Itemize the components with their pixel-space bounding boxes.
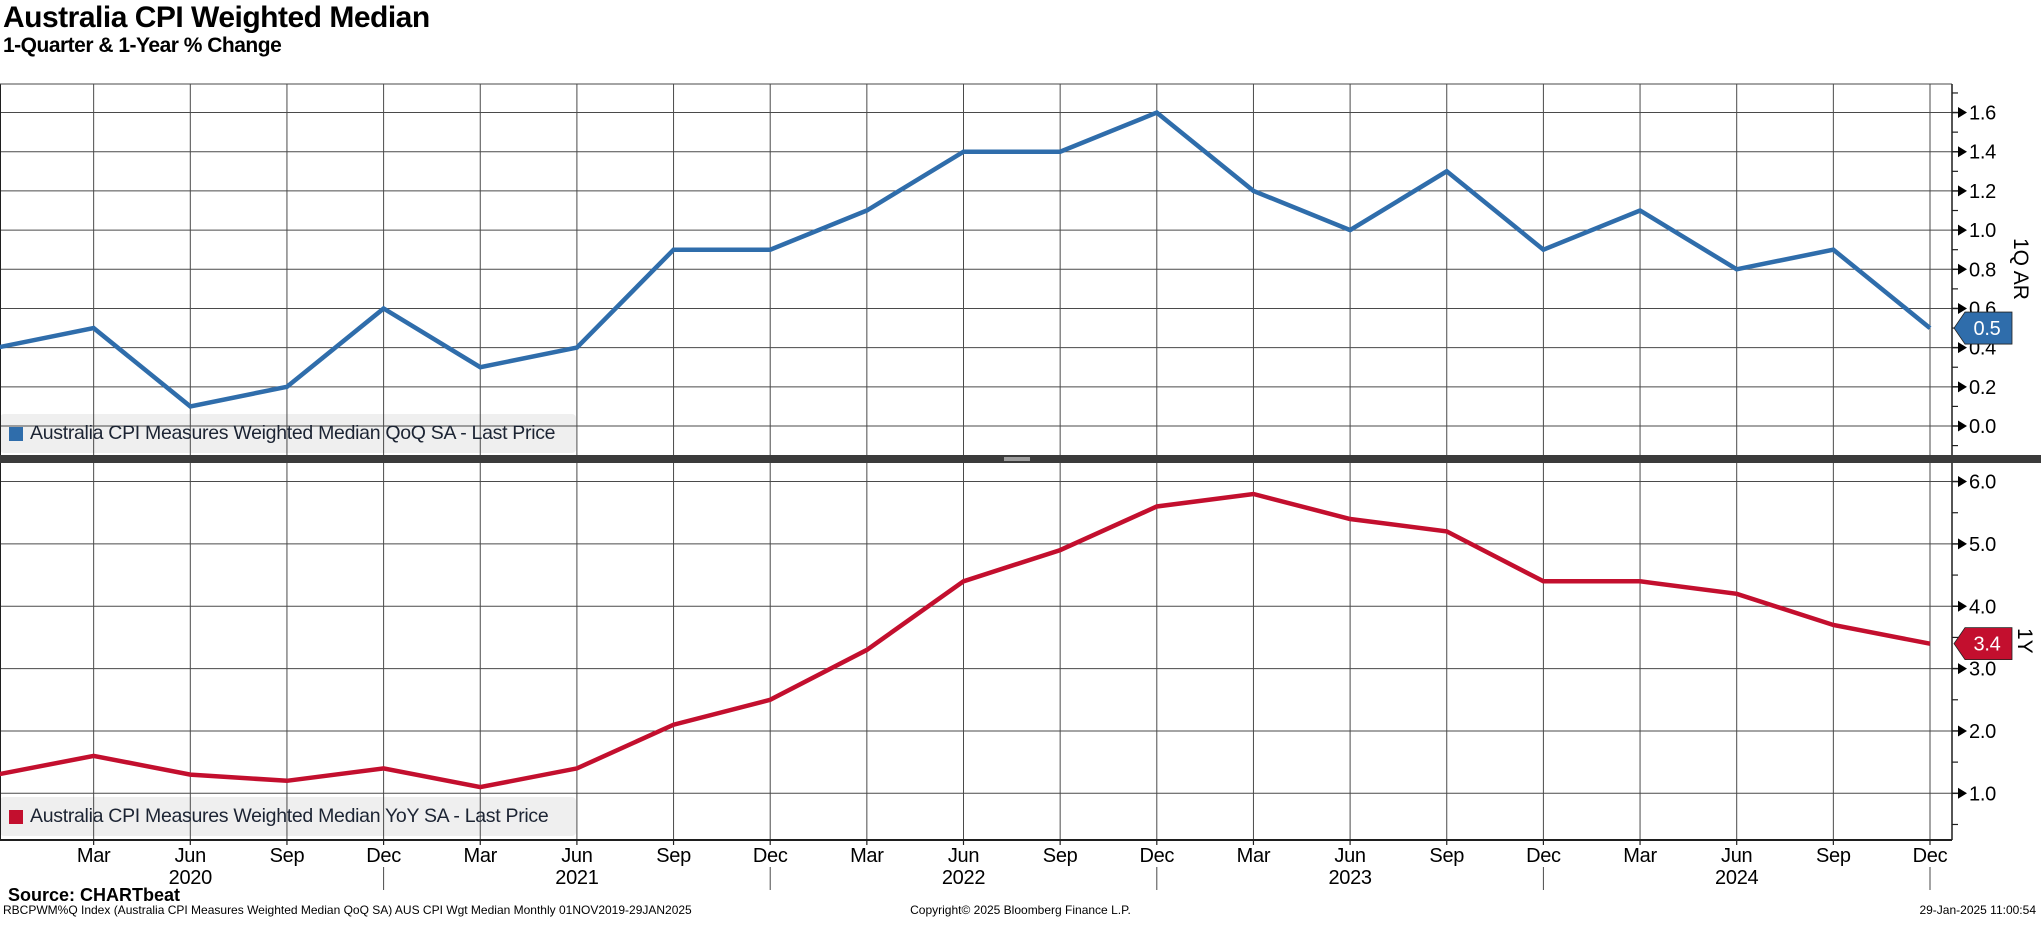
y-tick-label: 3.0	[1969, 659, 1996, 681]
y-tick-arrow-icon	[1958, 342, 1967, 354]
x-tick-label: Jun	[1334, 845, 1365, 867]
x-tick-label: Dec	[1139, 845, 1174, 867]
legend-label-qoq: Australia CPI Measures Weighted Median Q…	[30, 422, 556, 444]
y-tick-label: 2.0	[1969, 721, 1996, 743]
y-tick-label: 1.4	[1969, 142, 1996, 164]
y-tick-arrow-icon	[1958, 600, 1967, 612]
x-year-label: 2020	[169, 867, 212, 889]
x-tick-label: Dec	[366, 845, 401, 867]
y-tick-arrow-icon	[1958, 185, 1967, 197]
y-tick-label: 1.6	[1969, 103, 1996, 125]
legend-yoy[interactable]: Australia CPI Measures Weighted Median Y…	[0, 797, 549, 836]
y-tick-label: 1.0	[1969, 220, 1996, 242]
last-value-badge-qoq	[1953, 311, 2013, 345]
x-tick-label: Jun	[948, 845, 979, 867]
y-tick-arrow-icon	[1958, 146, 1967, 158]
x-year-label: 2024	[1715, 867, 1758, 889]
last-value-badge-yoy	[1953, 627, 2013, 661]
x-year-label: 2022	[942, 867, 985, 889]
x-tick-label: Mar	[1623, 845, 1657, 867]
y-tick-arrow-icon	[1958, 725, 1967, 737]
yoy-line-series	[0, 491, 1931, 790]
x-year-label: 2021	[555, 867, 598, 889]
source-label: Source: CHARTbeat	[8, 885, 181, 905]
qoq-line-series	[0, 110, 1932, 409]
x-tick-label: Dec	[1526, 845, 1561, 867]
y-tick-label: 0.2	[1969, 377, 1996, 399]
x-tick-label: Mar	[77, 845, 111, 867]
axis-label-1y: 1Y	[2013, 628, 2036, 654]
x-tick-label: Sep	[1043, 845, 1078, 867]
y-tick-label: 6.0	[1969, 472, 1996, 494]
y-tick-arrow-icon	[1958, 420, 1967, 432]
legend-background	[0, 797, 576, 836]
y-tick-arrow-icon	[1958, 107, 1967, 119]
axis-label-1q-ar: 1Q AR	[2009, 238, 2032, 300]
legend-qoq[interactable]: Australia CPI Measures Weighted Median Q…	[0, 414, 556, 453]
last-value-badge-label: 3.4	[1974, 634, 2001, 656]
x-tick-label: Sep	[270, 845, 305, 867]
chart-subtitle: 1-Quarter & 1-Year % Change	[3, 34, 282, 57]
y-tick-label: 5.0	[1969, 534, 1996, 556]
x-tick-label: Sep	[1429, 845, 1464, 867]
x-tick-label: Mar	[1237, 845, 1271, 867]
x-tick-label: Sep	[656, 845, 691, 867]
y-tick-arrow-icon	[1958, 538, 1967, 550]
x-tick-label: Mar	[463, 845, 497, 867]
x-tick-label: Jun	[175, 845, 206, 867]
legend-swatch-yoy-icon	[9, 809, 23, 824]
legend-label-yoy: Australia CPI Measures Weighted Median Y…	[30, 805, 549, 827]
chart-title: Australia CPI Weighted Median	[3, 1, 430, 34]
x-tick-label: Sep	[1816, 845, 1851, 867]
x-tick-label: Mar	[850, 845, 884, 867]
x-tick-label: Dec	[1913, 845, 1948, 867]
y-tick-arrow-icon	[1958, 302, 1967, 314]
x-tick-label: Jun	[1721, 845, 1752, 867]
y-tick-label: 1.2	[1969, 181, 1996, 203]
panel-separator-handle-icon[interactable]	[1004, 457, 1030, 461]
y-tick-arrow-icon	[1958, 476, 1967, 488]
legend-swatch-qoq-icon	[9, 426, 23, 441]
y-tick-arrow-icon	[1958, 381, 1967, 393]
last-value-badge-label: 0.5	[1974, 318, 2001, 340]
y-tick-arrow-icon	[1958, 787, 1967, 799]
y-tick-label: 0.0	[1969, 416, 1996, 438]
y-tick-arrow-icon	[1958, 224, 1967, 236]
y-tick-label: 1.0	[1969, 783, 1996, 805]
x-tick-label: Jun	[561, 845, 592, 867]
security-info: RBCPWM%Q Index (Australia CPI Measures W…	[3, 903, 692, 917]
y-tick-label: 0.8	[1969, 259, 1996, 281]
y-tick-label: 4.0	[1969, 596, 1996, 618]
copyright-notice: Copyright© 2025 Bloomberg Finance L.P.	[910, 903, 1131, 917]
legend-background	[0, 414, 576, 453]
timestamp: 29-Jan-2025 11:00:54	[1919, 903, 2036, 917]
x-tick-label: Dec	[753, 845, 788, 867]
x-year-label: 2023	[1328, 867, 1371, 889]
y-tick-arrow-icon	[1958, 263, 1967, 275]
y-tick-arrow-icon	[1958, 663, 1967, 675]
